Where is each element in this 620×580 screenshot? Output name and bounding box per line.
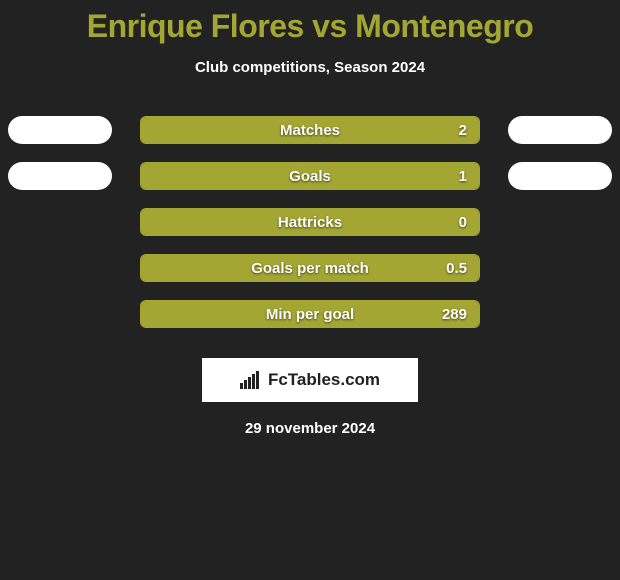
page-title: Enrique Flores vs Montenegro (0, 8, 620, 45)
left-pill-empty (8, 254, 112, 282)
stat-row: Goals per match0.5 (0, 254, 620, 282)
logo-box[interactable]: FcTables.com (202, 358, 418, 402)
page-subtitle: Club competitions, Season 2024 (0, 59, 620, 76)
stat-label: Goals per match (141, 255, 479, 281)
stat-row: Min per goal289 (0, 300, 620, 328)
stat-label: Min per goal (141, 301, 479, 327)
stat-value: 2 (459, 117, 467, 143)
stats-list: Matches2Goals1Hattricks0Goals per match0… (0, 116, 620, 328)
stat-label: Hattricks (141, 209, 479, 235)
stat-row: Hattricks0 (0, 208, 620, 236)
date-label: 29 november 2024 (0, 420, 620, 437)
stat-label: Matches (141, 117, 479, 143)
right-pill-empty (508, 208, 612, 236)
stat-bar: Goals per match0.5 (140, 254, 480, 282)
stat-bar: Min per goal289 (140, 300, 480, 328)
right-pill (508, 162, 612, 190)
left-pill (8, 162, 112, 190)
stat-row: Goals1 (0, 162, 620, 190)
stat-bar: Hattricks0 (140, 208, 480, 236)
logo-text: FcTables.com (268, 370, 380, 390)
left-pill-empty (8, 300, 112, 328)
stat-label: Goals (141, 163, 479, 189)
stat-bar: Goals1 (140, 162, 480, 190)
stat-bar: Matches2 (140, 116, 480, 144)
comparison-card: Enrique Flores vs Montenegro Club compet… (0, 0, 620, 437)
right-pill (508, 116, 612, 144)
right-pill-empty (508, 254, 612, 282)
left-pill-empty (8, 208, 112, 236)
right-pill-empty (508, 300, 612, 328)
stat-row: Matches2 (0, 116, 620, 144)
stat-value: 1 (459, 163, 467, 189)
stat-value: 289 (442, 301, 467, 327)
stat-value: 0 (459, 209, 467, 235)
left-pill (8, 116, 112, 144)
stat-value: 0.5 (446, 255, 467, 281)
bar-chart-icon (240, 371, 262, 389)
